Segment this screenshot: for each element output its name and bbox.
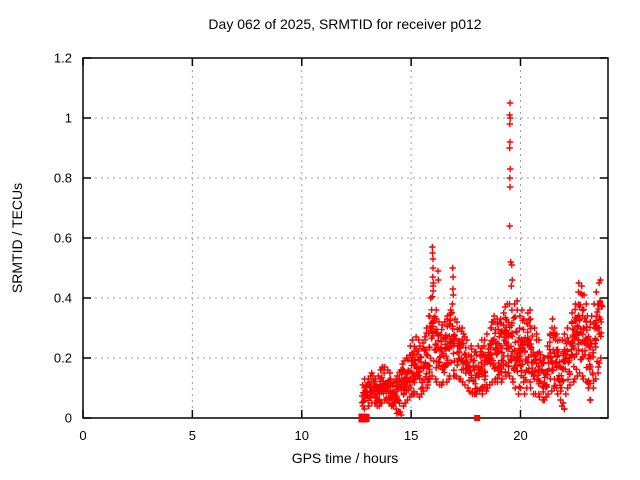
- x-tick-label: 20: [513, 428, 527, 443]
- x-tick-label: 5: [189, 428, 196, 443]
- x-axis-label: GPS time / hours: [292, 450, 399, 466]
- y-tick-label: 0.8: [54, 171, 72, 186]
- x-tick-labels: 0 5 10 15 20: [79, 428, 527, 443]
- y-tick-label: 0.4: [54, 291, 72, 306]
- axis-ticks: [82, 57, 608, 419]
- y-tick-label: 1.2: [54, 51, 72, 66]
- chart-title: Day 062 of 2025, SRMTID for receiver p01…: [208, 16, 481, 32]
- x-tick-label: 15: [404, 428, 418, 443]
- y-tick-labels: 0 0.2 0.4 0.6 0.8 1 1.2: [54, 51, 72, 426]
- outlier-points: [393, 99, 594, 419]
- scatter-points: [358, 276, 606, 416]
- y-tick-label: 0: [65, 411, 72, 426]
- y-axis-label: SRMTID / TECUs: [9, 183, 25, 293]
- y-tick-label: 0.2: [54, 351, 72, 366]
- baseline-markers: [358, 413, 481, 423]
- x-tick-label: 0: [79, 428, 86, 443]
- y-tick-label: 1: [65, 111, 72, 126]
- x-tick-label: 10: [295, 428, 309, 443]
- y-tick-label: 0.6: [54, 231, 72, 246]
- grid-lines: [83, 58, 608, 418]
